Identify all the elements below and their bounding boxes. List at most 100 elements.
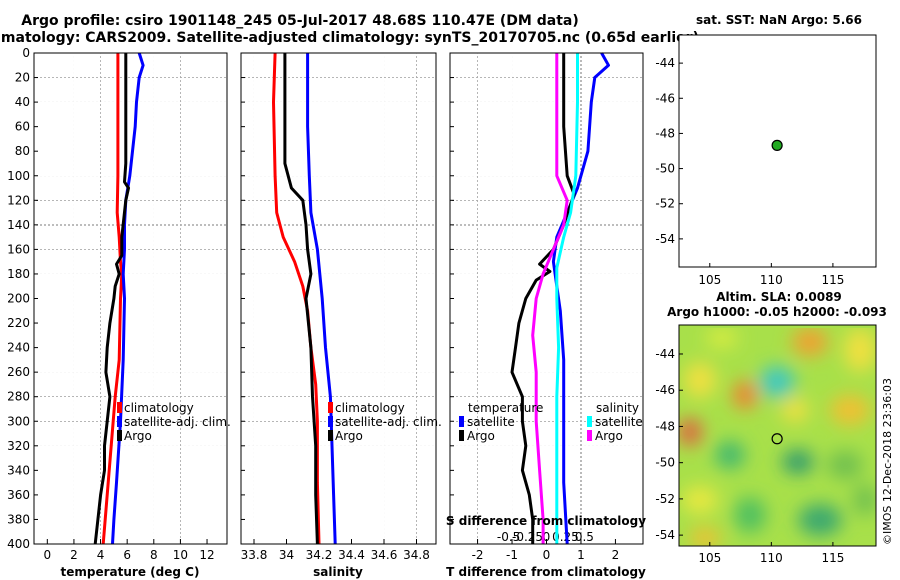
sla-map-frame: [678, 324, 877, 547]
y-tick-label: 320: [7, 439, 30, 453]
map-x-tick-label: 110: [760, 551, 783, 565]
y-tick-label: 200: [7, 292, 30, 306]
series-satellite-adj-clim-: [306, 53, 337, 545]
x-tick-label: 34: [279, 548, 294, 562]
argo-float-marker: [771, 433, 783, 445]
map-y-tick-label: -44: [655, 347, 675, 361]
temperature-legend: climatology satellite-adj. clim. Argo: [117, 401, 231, 443]
legend-label-s-argo: Argo: [595, 429, 623, 443]
watermark: ©IMOS 12-Dec-2018 23:36:03: [881, 378, 894, 545]
series-argo: [93, 53, 130, 545]
legend-label-argo: Argo: [335, 429, 363, 443]
y-tick-label: 240: [7, 341, 30, 355]
map-y-tick-label: -54: [655, 528, 675, 542]
plot-frame: [449, 52, 644, 545]
y-tick-label: 400: [7, 537, 30, 551]
x-tick-label: 6: [123, 548, 131, 562]
salinity-xlabel: salinity: [313, 565, 363, 579]
legend-swatch-s-argo: [587, 430, 592, 441]
y-tick-label: 60: [15, 120, 30, 134]
legend-swatch-argo: [117, 430, 122, 441]
sla-map: -44 -46 -48 -50 -52 -54 105 110 115: [655, 324, 877, 565]
legend-swatch-climatology: [117, 402, 122, 413]
legend-swatch-t-argo: [459, 430, 464, 441]
series-temperature-satellite: [551, 52, 610, 545]
legend-title-temperature: temperature: [468, 401, 543, 415]
sla-map-title-line1: Altim. SLA: 0.0089: [716, 290, 842, 304]
map-y-tick-label: -44: [655, 56, 675, 70]
legend-label-s-satellite: satellite: [595, 415, 643, 429]
x-tick-label: 0: [543, 548, 551, 562]
map-y-tick-label: -46: [655, 91, 675, 105]
x-tick-label: 1: [577, 548, 585, 562]
legend-title-salinity: salinity: [596, 401, 639, 415]
y-tick-label: 300: [7, 414, 30, 428]
x-tick-label: 10: [173, 548, 188, 562]
difference-panel: -2 -1 0 1 2-0.5-0.25 0 0.250.5: [449, 52, 644, 562]
legend-label-satellite: satellite-adj. clim.: [124, 415, 231, 429]
plot-frame: [240, 52, 437, 545]
map-x-tick-label: 105: [698, 551, 721, 565]
y-tick-label: 280: [7, 390, 30, 404]
sst-map: -44 -46 -48 -50 -52 -54 105 110 115: [655, 34, 877, 287]
difference-legend: temperature satellite Argo salinity sate…: [459, 401, 643, 443]
x-tick-label: 34.4: [338, 548, 365, 562]
sst-map-frame: [678, 34, 877, 268]
y-tick-label: 100: [7, 169, 30, 183]
y-tick-label: 160: [7, 242, 30, 256]
y-tick-label: 0: [22, 46, 30, 60]
x-tick-label: 2: [70, 548, 78, 562]
x-tick-label: 8: [150, 548, 158, 562]
argo-float-marker: [771, 139, 783, 151]
x-tick-label: 12: [199, 548, 214, 562]
y-tick-label: 120: [7, 193, 30, 207]
y-tick-label: 380: [7, 512, 30, 526]
s-difference-label: S difference from climatology: [446, 514, 646, 528]
legend-swatch-satellite: [117, 416, 122, 427]
map-y-tick-label: -48: [655, 126, 675, 140]
map-x-tick-label: 105: [698, 273, 721, 287]
salinity-panel: 33.8 34 34.2 34.4 34.6 34.8: [240, 52, 437, 562]
y-tick-label: 220: [7, 316, 30, 330]
x-tick-label: -2: [472, 548, 484, 562]
x-tick-label: 2: [612, 548, 620, 562]
difference-xlabel: T difference from climatology: [446, 565, 646, 579]
map-y-tick-label: -46: [655, 383, 675, 397]
legend-swatch-argo: [328, 430, 333, 441]
plot-frame: [33, 52, 228, 545]
s-x-tick-label: -0.25: [512, 530, 543, 544]
series-argo: [283, 53, 319, 545]
y-tick-label: 340: [7, 463, 30, 477]
figure-title-line1: Argo profile: csiro 1901148_245 05-Jul-2…: [21, 13, 579, 29]
map-y-tick-label: -50: [655, 456, 675, 470]
temperature-panel: 0204060801001201401601802002202402602803…: [7, 46, 228, 562]
legend-swatch-climatology: [328, 402, 333, 413]
legend-label-t-argo: Argo: [467, 429, 495, 443]
legend-swatch-satellite: [328, 416, 333, 427]
y-tick-label: 360: [7, 488, 30, 502]
map-x-tick-label: 115: [821, 551, 844, 565]
legend-label-climatology: climatology: [124, 401, 194, 415]
sla-map-title-line2: Argo h1000: -0.05 h2000: -0.093: [667, 305, 887, 319]
temperature-xlabel: temperature (deg C): [61, 565, 200, 579]
x-tick-label: 34.2: [306, 548, 333, 562]
sst-map-title: sat. SST: NaN Argo: 5.66: [696, 13, 862, 27]
x-tick-label: 34.8: [403, 548, 430, 562]
map-y-tick-label: -48: [655, 419, 675, 433]
map-x-tick-label: 110: [760, 273, 783, 287]
y-tick-label: 260: [7, 365, 30, 379]
y-tick-label: 180: [7, 267, 30, 281]
map-y-tick-label: -52: [655, 492, 675, 506]
y-tick-label: 140: [7, 218, 30, 232]
legend-label-t-satellite: satellite: [467, 415, 515, 429]
x-tick-label: 33.8: [241, 548, 268, 562]
legend-label-climatology: climatology: [335, 401, 405, 415]
map-y-tick-label: -50: [655, 162, 675, 176]
sla-field: [679, 325, 876, 546]
legend-swatch-s-satellite: [587, 416, 592, 427]
series-climatology: [272, 52, 321, 545]
y-tick-label: 40: [15, 95, 30, 109]
map-x-tick-label: 115: [821, 273, 844, 287]
x-tick-label: 4: [97, 548, 105, 562]
